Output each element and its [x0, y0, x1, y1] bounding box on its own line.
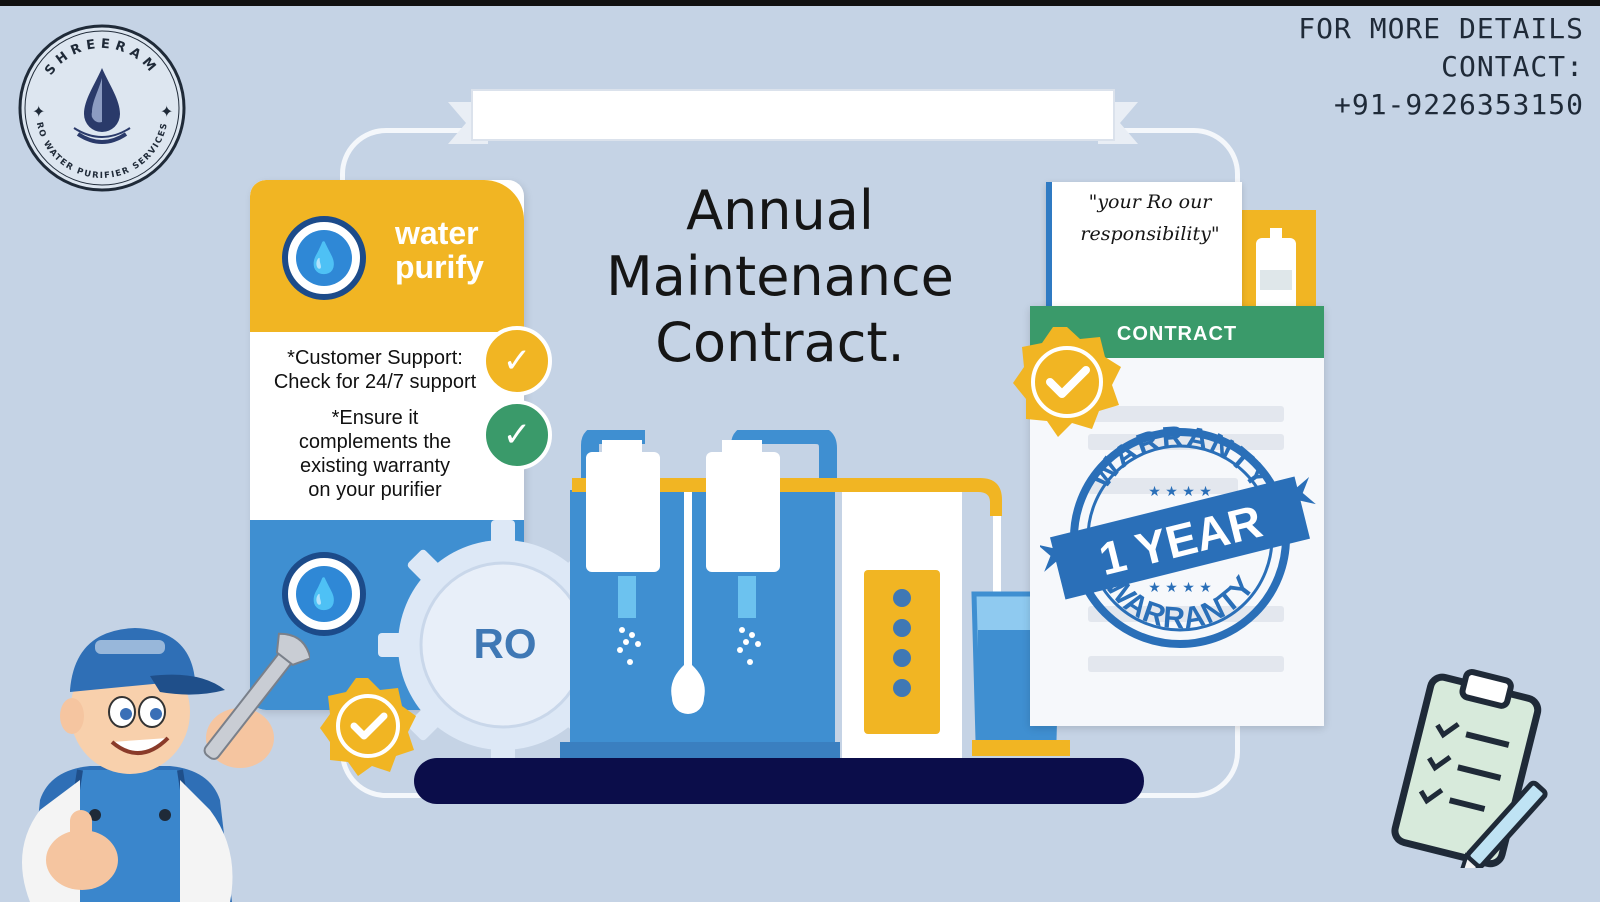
check-icon: ✓: [482, 400, 552, 470]
warranty-note-text: *Ensure it complements the existing warr…: [298, 407, 452, 501]
contact-heading: FOR MORE DETAILS: [1298, 12, 1584, 45]
top-border: [0, 0, 1600, 6]
wrench-icon: [203, 632, 310, 760]
bottle-card: [1236, 210, 1316, 314]
water-purify-heading: water purify: [395, 215, 484, 285]
slogan-card: "your Ro our responsibility": [1046, 182, 1242, 312]
svg-text:★ ★ ★ ★: ★ ★ ★ ★: [1148, 484, 1212, 500]
water-drop-icon: 💧: [282, 216, 366, 300]
page-title: Annual Maintenance Contract.: [606, 179, 954, 374]
ribbon-banner: [448, 89, 1138, 144]
customer-support-text: *Customer Support: Check for 24/7 suppor…: [273, 347, 477, 393]
approved-seal-icon: [1013, 327, 1121, 437]
contact-label: CONTACT:: [1441, 50, 1584, 83]
bottle-icon: [1256, 228, 1296, 312]
base-platform: [414, 758, 1144, 804]
shreeram-logo: SHREERAM RO WATER PURIFIER SERVICES ✦ ✦: [18, 24, 186, 192]
mechanic-illustration: [22, 628, 310, 902]
svg-text:✦: ✦: [160, 102, 173, 121]
document-line: [1088, 478, 1238, 494]
clipboard-icon: [1391, 669, 1548, 868]
warranty-stamp: WARRANTY WARRANTY 1 YEAR ★ ★ ★ ★ ★ ★ ★ ★: [1040, 420, 1316, 648]
slogan-text: "your Ro our responsibility": [1080, 191, 1220, 245]
document-line: [1088, 656, 1284, 672]
contact-phone[interactable]: +91-9226353150: [1333, 88, 1584, 121]
panel-middle-band: [250, 332, 524, 520]
check-icon: ✓: [482, 326, 552, 396]
check-seal-icon: [320, 678, 416, 776]
svg-text:★ ★ ★ ★: ★ ★ ★ ★: [1148, 580, 1212, 596]
ro-purifier-machine: [560, 430, 1080, 760]
document-line: [1088, 406, 1284, 422]
svg-text:✦: ✦: [32, 102, 45, 121]
water-drop-icon: 💧: [282, 552, 366, 636]
pencil-icon: [1456, 780, 1548, 868]
contact-block: FOR MORE DETAILS CONTACT: +91-9226353150: [1144, 10, 1584, 124]
ro-label: RO: [474, 620, 537, 667]
